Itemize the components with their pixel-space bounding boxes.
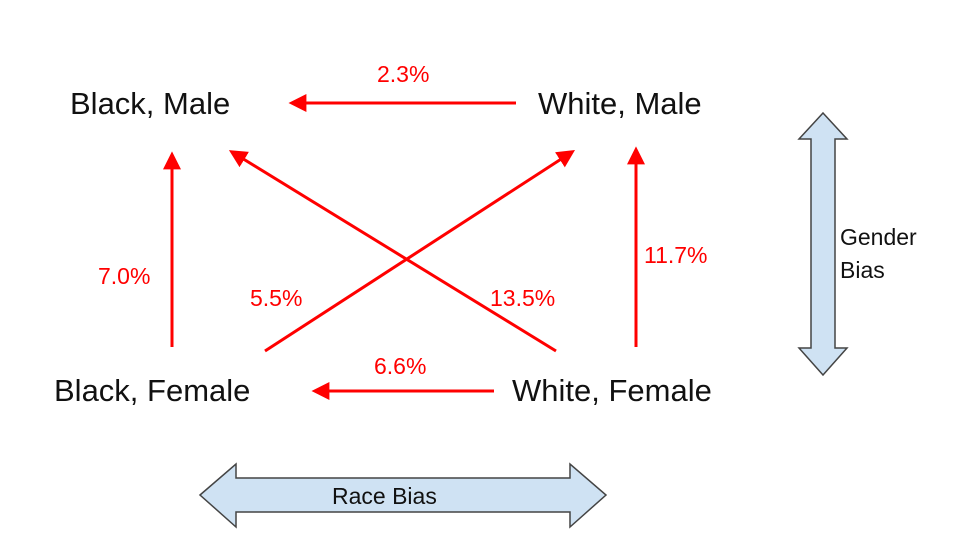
- label-white-female-to-white-male: 11.7%: [644, 242, 708, 268]
- node-white-female: White, Female: [512, 373, 712, 408]
- node-black-male: Black, Male: [70, 86, 230, 121]
- gender-bias-label-line2: Bias: [840, 257, 885, 283]
- gender-bias-arrow: Gender Bias: [797, 111, 917, 377]
- label-white-female-to-black-male: 13.5%: [490, 285, 555, 311]
- node-black-female: Black, Female: [54, 373, 250, 408]
- arrow-black-female-to-white-male: [264, 150, 576, 353]
- gender-bias-label-line1: Gender: [840, 224, 917, 250]
- nodes: Black, Male White, Male Black, Female Wh…: [54, 86, 712, 408]
- label-black-female-to-black-male: 7.0%: [98, 263, 150, 289]
- race-bias-arrow: Race Bias: [198, 462, 608, 529]
- arrow-white-female-to-black-male: [228, 150, 557, 353]
- race-bias-double-arrow-shape: [198, 462, 608, 529]
- label-white-male-to-black-male: 2.3%: [377, 61, 429, 87]
- gender-bias-double-arrow-shape: [797, 111, 849, 377]
- label-white-female-to-black-female: 6.6%: [374, 353, 426, 379]
- node-white-male: White, Male: [538, 86, 702, 121]
- arrows: [163, 94, 645, 400]
- race-bias-label: Race Bias: [332, 483, 437, 509]
- label-black-female-to-white-male: 5.5%: [250, 285, 302, 311]
- edge-labels: 2.3% 7.0% 11.7% 5.5% 13.5% 6.6%: [98, 61, 708, 379]
